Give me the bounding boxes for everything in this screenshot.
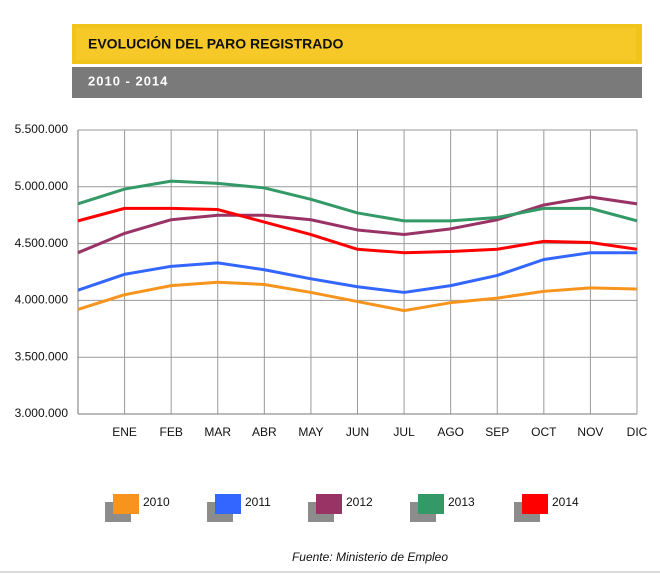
- series-line: [77, 251, 637, 294]
- legend-label: 2010: [143, 495, 170, 509]
- y-tick-label: 5.500.000: [15, 122, 69, 136]
- subtitle-bar: [72, 67, 642, 98]
- y-tick-label: 3.000.000: [15, 406, 69, 420]
- chart-subtitle: 2010 - 2014: [88, 73, 168, 88]
- legend-swatch: [418, 494, 444, 514]
- legend-label: 2012: [346, 495, 373, 509]
- y-tick-label: 4.500.000: [15, 236, 69, 250]
- x-tick-label: AGO: [437, 425, 464, 439]
- legend-swatch: [522, 494, 548, 514]
- y-tick-label: 4.000.000: [15, 293, 69, 307]
- x-tick-label: JUL: [393, 425, 415, 439]
- title-bar: [76, 28, 636, 60]
- x-tick-label: JUN: [346, 425, 369, 439]
- x-tick-label: MAY: [298, 425, 323, 439]
- legend-label: 2011: [245, 495, 271, 509]
- series-line: [77, 179, 638, 223]
- legend-label: 2013: [448, 495, 475, 509]
- x-tick-label: MAR: [204, 425, 231, 439]
- legend-swatch: [316, 494, 342, 514]
- x-tick-label: OCT: [531, 425, 557, 439]
- series-line: [77, 206, 638, 255]
- y-tick-label: 5.000.000: [15, 179, 69, 193]
- series-line: [77, 280, 638, 313]
- chart-title: EVOLUCIÓN DEL PARO REGISTRADO: [88, 35, 344, 52]
- x-tick-label: NOV: [577, 425, 603, 439]
- x-tick-label: ENE: [112, 425, 137, 439]
- source: Fuente: Ministerio de Empleo: [292, 550, 448, 564]
- legend-swatch: [215, 494, 241, 514]
- x-tick-label: SEP: [485, 425, 509, 439]
- legend-label: 2014: [552, 495, 579, 509]
- y-tick-label: 3.500.000: [15, 349, 69, 363]
- series-line: [77, 195, 638, 255]
- legend-swatch: [113, 494, 139, 514]
- x-tick-label: ABR: [252, 425, 277, 439]
- x-tick-label: DIC: [627, 425, 648, 439]
- x-tick-label: FEB: [159, 425, 182, 439]
